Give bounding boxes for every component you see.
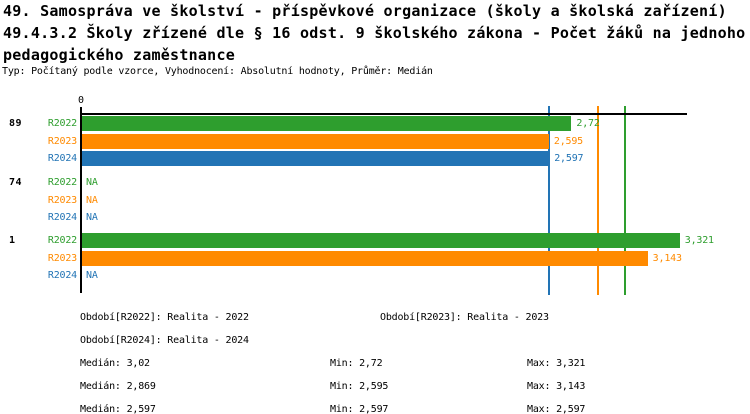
min-stat-r2024: Min: 2,597 [330, 404, 389, 414]
bar-r2024 [82, 151, 549, 166]
group-label: 74 [9, 177, 23, 188]
bar-value-label: 2,597 [554, 153, 584, 164]
na-label: NA [86, 195, 98, 206]
x-axis-line [80, 113, 687, 115]
median-stat-r2024: Medián: 2,597 [80, 404, 156, 414]
legend-item-r2024: Období[R2024]: Realita - 2024 [80, 335, 249, 346]
max-stat-r2024: Max: 2,597 [527, 404, 586, 414]
series-label-r2024: R2024 [47, 212, 77, 223]
na-label: NA [86, 212, 98, 223]
series-label-r2024: R2024 [47, 270, 77, 281]
series-label-r2023: R2023 [47, 195, 77, 206]
median-stat-r2023: Medián: 2,869 [80, 381, 156, 392]
min-stat-r2022: Min: 2,72 [330, 358, 383, 369]
median-line-r2022 [624, 106, 626, 295]
bar-value-label: 3,321 [684, 235, 714, 246]
title-line-2: 49.4.3.2 Školy zřízené dle § 16 odst. 9 … [3, 24, 746, 42]
group-label: 89 [9, 118, 23, 129]
legend-item-r2022: Období[R2022]: Realita - 2022 [80, 312, 249, 323]
na-label: NA [86, 177, 98, 188]
bar-r2022 [82, 233, 680, 248]
x-axis-zero-tick-label: 0 [77, 95, 85, 106]
chart-subtitle: Typ: Počítaný podle vzorce, Vyhodnocení:… [2, 66, 433, 77]
series-label-r2023: R2023 [47, 136, 77, 147]
bar-r2023 [82, 134, 549, 149]
title-line-1: 49. Samospráva ve školství - příspěvkové… [3, 2, 727, 20]
median-line-r2024 [547, 106, 550, 295]
series-label-r2022: R2022 [47, 177, 77, 188]
title-line-3: pedagogického zaměstnance [3, 46, 236, 64]
series-label-r2022: R2022 [47, 235, 77, 246]
bar-value-label: 2,72 [576, 118, 600, 129]
bar-value-label: 2,595 [553, 136, 583, 147]
series-label-r2022: R2022 [47, 118, 77, 129]
series-label-r2024: R2024 [47, 153, 77, 164]
series-label-r2023: R2023 [47, 253, 77, 264]
bar-r2022 [82, 116, 571, 131]
min-stat-r2023: Min: 2,595 [330, 381, 389, 392]
median-line-r2023 [596, 106, 599, 295]
bar-r2023 [82, 251, 648, 266]
na-label: NA [86, 270, 98, 281]
group-label: 1 [9, 235, 16, 246]
median-stat-r2022: Medián: 3,02 [80, 358, 150, 369]
max-stat-r2023: Max: 3,143 [527, 381, 586, 392]
bar-value-label: 3,143 [652, 253, 682, 264]
page-title: 49. Samospráva ve školství - příspěvkové… [3, 0, 745, 66]
y-axis-line [80, 107, 82, 293]
max-stat-r2022: Max: 3,321 [527, 358, 586, 369]
legend-item-r2023: Období[R2023]: Realita - 2023 [380, 312, 549, 323]
